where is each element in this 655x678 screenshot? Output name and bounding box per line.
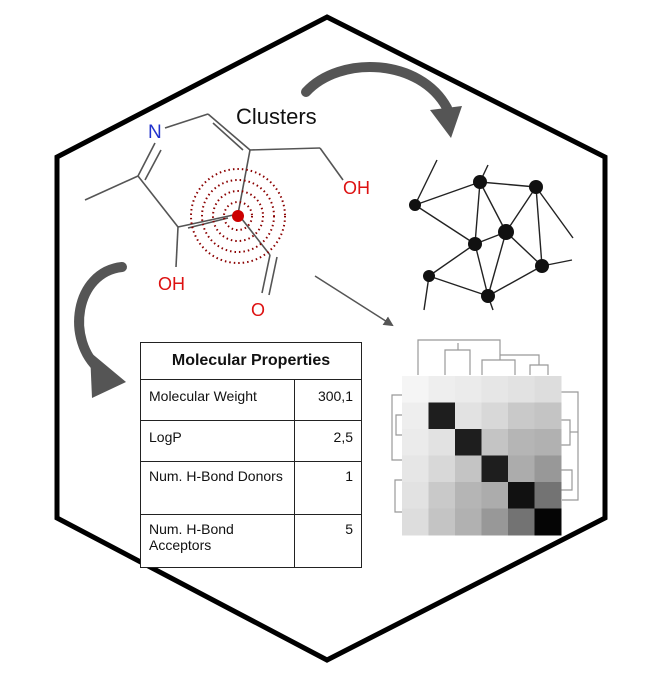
cluster-network xyxy=(409,159,574,311)
molecule-structure xyxy=(84,113,344,296)
property-name: Num. H-Bond Donors xyxy=(140,461,295,515)
molecular-properties-table: Molecular Properties Molecular Weight 30… xyxy=(140,342,362,568)
heatmap-cell xyxy=(534,402,562,430)
property-value: 5 xyxy=(294,514,362,568)
heatmap-cell xyxy=(455,429,482,456)
heatmap-cell xyxy=(481,455,509,483)
heatmap-cell xyxy=(534,508,562,536)
heatmap-cell xyxy=(455,402,482,430)
table-title: Molecular Properties xyxy=(140,342,362,380)
similarity-heatmap xyxy=(402,376,562,536)
heatmap-cell xyxy=(508,455,535,483)
heatmap-cell xyxy=(428,429,456,456)
nitrogen-label: N xyxy=(148,122,162,143)
heatmap-cell xyxy=(508,376,535,403)
heatmap-cell xyxy=(508,508,535,536)
curved-arrow-properties xyxy=(74,262,127,398)
curved-arrow-clusters xyxy=(301,62,462,138)
dendrogram-top xyxy=(417,339,549,375)
heatmap-cell xyxy=(428,376,456,403)
heatmap-cell xyxy=(534,455,562,483)
heatmap-cell xyxy=(402,482,429,509)
property-value: 2,5 xyxy=(294,420,362,462)
hydroxyl-label-top: OH xyxy=(343,178,370,198)
arrow-similarity xyxy=(314,275,394,327)
heatmap-cell xyxy=(534,376,562,403)
table-row: Molecular Weight 300,1 xyxy=(140,379,362,421)
property-name: LogP xyxy=(140,420,295,462)
hydroxyl-label-bottom: OH xyxy=(158,274,185,294)
heatmap-cell xyxy=(508,402,535,430)
heatmap-cell xyxy=(481,482,509,509)
oxygen-label: O xyxy=(251,300,265,320)
heatmap-cell xyxy=(428,482,456,509)
heatmap-cell xyxy=(455,376,482,403)
binding-site-rings xyxy=(190,168,286,264)
table-row: Num. H-Bond Donors 1 xyxy=(140,461,362,515)
heatmap-cell xyxy=(481,402,509,430)
heatmap-cell xyxy=(428,508,456,536)
heatmap-cell xyxy=(508,482,535,509)
heatmap-cell xyxy=(481,376,509,403)
property-value: 1 xyxy=(294,461,362,515)
clusters-label: Clusters xyxy=(236,104,317,129)
dendrogram-left xyxy=(391,394,402,513)
heatmap-cell xyxy=(534,482,562,509)
heatmap-cell xyxy=(481,429,509,456)
heatmap-cell xyxy=(534,429,562,456)
heatmap-cell xyxy=(455,455,482,483)
heatmap-cell xyxy=(455,508,482,536)
heatmap-cell xyxy=(455,482,482,509)
property-value: 300,1 xyxy=(294,379,362,421)
heatmap-cell xyxy=(402,508,429,536)
property-name: Molecular Weight xyxy=(140,379,295,421)
table-row: Num. H-Bond Acceptors 5 xyxy=(140,514,362,568)
heatmap-cell xyxy=(402,429,429,456)
heatmap-cell xyxy=(402,376,429,403)
target-atom xyxy=(232,210,244,222)
heatmap-cell xyxy=(428,455,456,483)
heatmap-cell xyxy=(402,455,429,483)
heatmap-cell xyxy=(481,508,509,536)
dendrogram-right xyxy=(560,391,579,501)
table-row: LogP 2,5 xyxy=(140,420,362,462)
heatmap-cell xyxy=(402,402,429,430)
property-name: Num. H-Bond Acceptors xyxy=(140,514,295,568)
heatmap-cell xyxy=(508,429,535,456)
heatmap-cell xyxy=(428,402,456,430)
